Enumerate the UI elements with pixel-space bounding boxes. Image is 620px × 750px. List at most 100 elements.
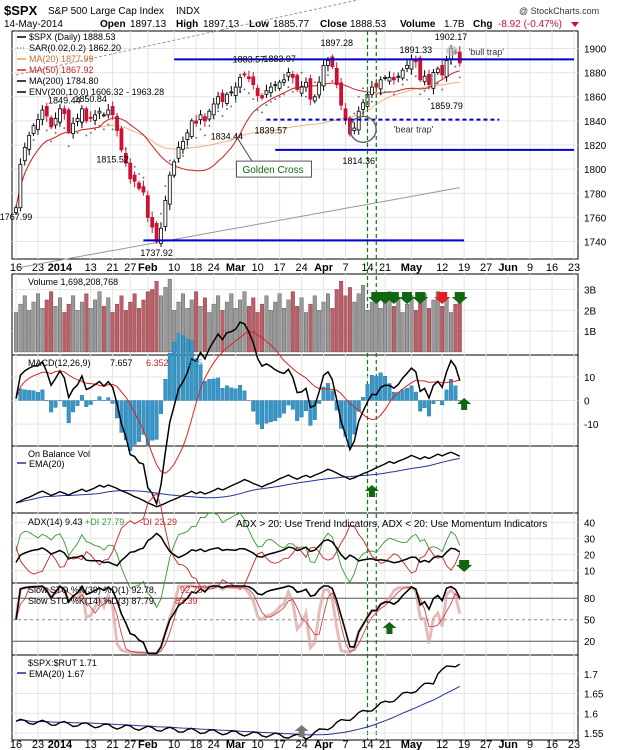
macd-histogram-bar	[290, 400, 295, 410]
ratio-legend: $SPX:$RUT 1.71	[28, 658, 97, 668]
volume-bar	[400, 312, 405, 353]
sar-dot	[287, 86, 290, 89]
volume-bar	[449, 312, 453, 353]
candle-body	[128, 162, 133, 180]
adx-legend-a: ADX(14) 9.43	[28, 517, 83, 527]
volume-bar	[321, 301, 326, 353]
sar-dot	[261, 111, 264, 114]
sar-dot	[234, 100, 237, 103]
adx-legend-c: -DI 23.29	[140, 517, 177, 527]
macd-histogram-bar	[185, 338, 190, 401]
candle-body	[31, 125, 36, 134]
price-annotation: 1737.92	[140, 248, 173, 258]
legend-entry: SAR(0.02,0.2) 1862.20	[29, 43, 121, 53]
macd-histogram-bar	[405, 388, 409, 401]
macd-histogram-bar	[409, 385, 414, 401]
candle-body	[418, 57, 423, 81]
volume-bar	[242, 291, 247, 353]
candle-body	[409, 58, 414, 70]
macd-histogram-bar	[242, 390, 247, 401]
green-arrow-icon	[456, 560, 473, 572]
macd-histogram-bar	[224, 385, 229, 401]
candle-body	[145, 195, 150, 218]
sar-dot	[362, 87, 365, 90]
sar-dot	[326, 74, 329, 77]
candle-body	[396, 75, 401, 78]
sar-dot	[102, 128, 105, 131]
volume-bar	[286, 299, 291, 353]
volume-bar	[435, 291, 440, 353]
candle-body	[159, 227, 163, 244]
y-tick-label: 1800	[584, 165, 607, 176]
bull-trap-circle	[445, 45, 458, 56]
candle-body	[361, 102, 366, 110]
x-tick-label-bottom: Mar	[226, 739, 246, 750]
macd-histogram-bar	[422, 400, 427, 409]
sar-dot	[331, 80, 334, 83]
macd-histogram-bar	[444, 389, 449, 401]
chart-name: S&P 500 Large Cap Index	[48, 6, 164, 17]
sar-dot	[278, 95, 281, 98]
volume-bar	[457, 295, 462, 353]
x-tick-label: 27	[480, 262, 492, 274]
sar-dot	[221, 115, 224, 118]
volume-bar	[431, 299, 436, 353]
candle-body	[264, 90, 269, 95]
macd-histogram-bar	[277, 400, 282, 418]
obv-legend: On Balance Vol	[28, 449, 90, 459]
candle-body	[268, 86, 273, 93]
macd-histogram-bar	[31, 390, 36, 401]
macd-histogram-bar	[150, 400, 155, 441]
ratio-ema-legend: EMA(20) 1.67	[29, 669, 85, 679]
macd-histogram-bar	[22, 389, 27, 401]
close-label: Close	[320, 19, 348, 30]
x-tick-label: 17	[273, 262, 285, 274]
volume-bar	[396, 297, 401, 353]
vol-tick-label: 2B	[584, 306, 597, 317]
sto-legend-1: Slow STO %K(39) %D(1) 92.78,	[28, 585, 156, 595]
sar-dot	[256, 109, 259, 112]
x-tick-label-bottom: 10	[252, 739, 264, 750]
volume-bar	[22, 295, 27, 353]
candle-body	[211, 103, 216, 116]
chg-value: -8.92 (-0.47%)	[498, 19, 562, 30]
macd-histogram-bar	[163, 378, 168, 401]
volume-bar	[216, 295, 221, 353]
y-tick-label: 1900	[584, 44, 607, 55]
volume-bar	[312, 295, 317, 353]
volume-bar	[141, 299, 146, 353]
volume-bar	[440, 306, 445, 353]
x-tick-label: 12	[436, 262, 448, 274]
volume-bar	[137, 308, 141, 353]
volume-bar	[27, 310, 32, 353]
sto39-line	[15, 584, 461, 655]
macd-histogram-bar	[176, 333, 181, 401]
macd-tick-label: -10	[584, 420, 599, 431]
price-annotation: 1814.36	[342, 156, 375, 166]
macd-histogram-bar	[66, 400, 71, 424]
candle-body	[330, 56, 335, 67]
volume-bar	[62, 312, 67, 353]
volume-bar	[49, 291, 54, 353]
sar-dot	[203, 134, 206, 137]
macd-legend-v3: 1.305	[180, 358, 203, 368]
volume-bar	[422, 293, 427, 353]
volume-bar	[387, 291, 392, 353]
candle-body	[321, 64, 326, 87]
sar-dot	[142, 176, 145, 179]
volume-bar	[308, 303, 313, 353]
candle-body	[334, 67, 339, 86]
volume-bar	[14, 312, 18, 353]
x-tick-label-bottom: 21	[379, 739, 391, 750]
volume-bar	[365, 310, 370, 353]
volume-bar	[224, 301, 229, 353]
x-tick-label-bottom: 23	[568, 739, 580, 750]
candle-body	[260, 95, 264, 99]
green-arrow-icon	[451, 292, 468, 304]
macd-histogram-bar	[304, 400, 308, 412]
sar-dot	[138, 172, 141, 175]
price-annotation: 1767.99	[0, 212, 32, 222]
x-tick-label: 2014	[48, 262, 73, 274]
x-tick-label-bottom: Feb	[138, 739, 158, 750]
macd-histogram-bar	[299, 400, 304, 418]
